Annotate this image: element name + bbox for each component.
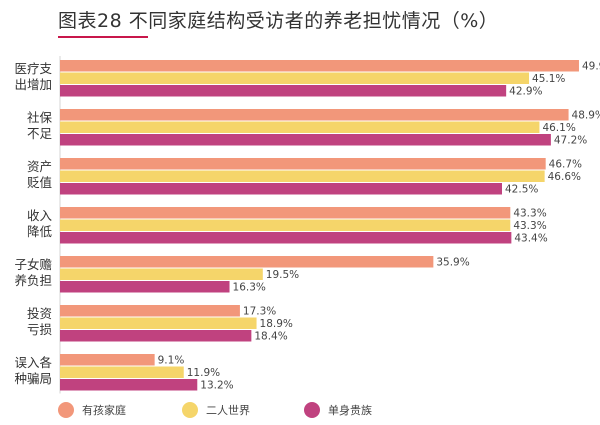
category-label: 种骗局 (14, 371, 52, 386)
bar (60, 60, 579, 72)
bar (60, 232, 512, 244)
bar (60, 379, 198, 391)
data-label: 11.9% (187, 367, 220, 379)
data-label: 49.9% (582, 61, 600, 73)
data-label: 46.1% (542, 122, 575, 134)
data-label: 18.9% (260, 318, 293, 330)
category-label: 资产 (27, 159, 52, 174)
bars-layer (60, 60, 579, 391)
data-label: 46.6% (548, 171, 581, 183)
bar (60, 85, 507, 97)
data-label: 43.3% (513, 208, 546, 220)
legend-swatch (58, 402, 74, 418)
legend-label: 二人世界 (206, 404, 250, 417)
data-label: 18.4% (254, 331, 287, 343)
bar (60, 207, 511, 219)
bar (60, 109, 569, 121)
bar (60, 354, 155, 366)
bar (60, 330, 252, 342)
title-underline (58, 36, 148, 38)
data-label: 43.4% (514, 233, 547, 245)
data-label: 13.2% (200, 380, 233, 392)
category-label: 子女赡 (14, 257, 52, 272)
data-label: 16.3% (233, 282, 266, 294)
data-label: 43.3% (513, 220, 546, 232)
category-label: 社保 (27, 110, 53, 125)
legend-label: 有孩家庭 (82, 403, 126, 417)
category-label: 不足 (27, 126, 53, 141)
category-label: 出增加 (14, 77, 52, 92)
category-label: 亏损 (27, 322, 53, 337)
bar (60, 183, 502, 195)
data-label: 42.9% (509, 86, 542, 98)
bar (60, 72, 530, 84)
bar (60, 219, 511, 231)
category-label: 收入 (27, 208, 53, 223)
bar (60, 134, 551, 146)
data-label: 48.9% (572, 110, 600, 122)
bar (60, 317, 257, 329)
category-label: 投资 (27, 306, 52, 321)
bar (60, 268, 263, 280)
data-label: 42.5% (505, 184, 538, 196)
data-label: 45.1% (532, 73, 565, 85)
legend-label: 单身贵族 (328, 403, 372, 417)
category-label: 医疗支 (14, 61, 52, 76)
category-label: 误入各 (14, 355, 52, 370)
category-label: 降低 (27, 224, 53, 239)
bar (60, 121, 540, 133)
data-label: 17.3% (243, 306, 276, 318)
data-label: 46.7% (549, 159, 582, 171)
bar (60, 366, 184, 378)
legend-swatch (304, 402, 320, 418)
category-label: 养负担 (14, 273, 52, 288)
legend: 有孩家庭 二人世界 单身贵族 (58, 402, 372, 418)
bar (60, 158, 546, 170)
bar (60, 305, 240, 317)
data-label: 19.5% (266, 269, 299, 281)
data-label: 35.9% (436, 257, 469, 269)
bar (60, 256, 434, 268)
bar (60, 281, 230, 293)
legend-swatch (182, 402, 198, 418)
data-label: 9.1% (158, 355, 185, 367)
chart-title: 图表28 不同家庭结构受访者的养老担忧情况（%） (58, 10, 499, 32)
bar (60, 170, 545, 182)
category-label: 贬值 (27, 175, 52, 190)
data-label: 47.2% (554, 135, 587, 147)
